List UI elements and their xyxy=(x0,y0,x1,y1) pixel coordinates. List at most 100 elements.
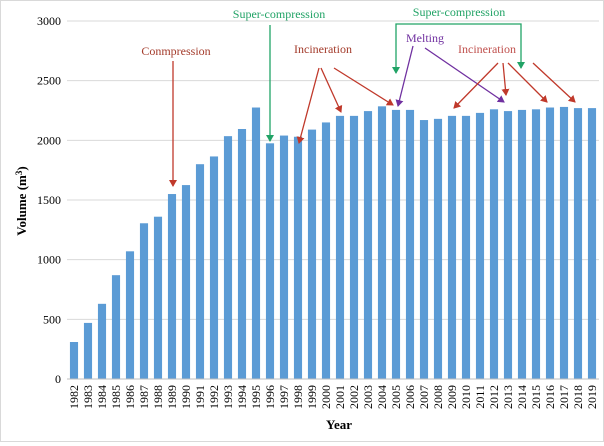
x-tick-label-1988: 1988 xyxy=(151,385,165,409)
x-tick-label-1992: 1992 xyxy=(207,385,221,409)
bar-2001 xyxy=(335,115,345,380)
x-tick-label-2007: 2007 xyxy=(417,385,431,409)
bar-2004 xyxy=(377,106,387,379)
annotation-arrows xyxy=(169,23,576,187)
x-axis-title: Year xyxy=(326,417,352,432)
x-tick-label-1996: 1996 xyxy=(263,385,277,409)
y-tick-label-0: 0 xyxy=(55,372,61,386)
arrow-incineration-2016 xyxy=(507,62,548,103)
y-axis-title: Volume (m3) xyxy=(14,166,29,235)
bar-2009 xyxy=(447,115,457,380)
bar-1982 xyxy=(69,342,79,379)
y-tick-labels: 0 500 1000 1500 2000 2500 3000 xyxy=(37,14,61,386)
bar-1999 xyxy=(307,129,317,379)
arrow-melting-2005 xyxy=(395,45,414,107)
arrow-incineration-2005 xyxy=(333,67,394,106)
x-tick-labels: 1982 1983 1984 1985 1986 1987 1988 1989 1990 1991… xyxy=(67,385,599,409)
bar-2007 xyxy=(419,120,429,380)
x-tick-label-2005: 2005 xyxy=(389,385,403,409)
x-tick-label-2010: 2010 xyxy=(459,385,473,409)
bar-2015 xyxy=(531,109,541,379)
y-axis-title-main: Volume (m xyxy=(14,175,29,236)
bars xyxy=(69,106,597,380)
x-tick-label-2018: 2018 xyxy=(571,385,585,409)
bar-1985 xyxy=(111,275,121,379)
arrow-incineration-2013 xyxy=(501,62,510,96)
bar-2010 xyxy=(461,115,471,380)
bar-1983 xyxy=(83,322,93,379)
annotation-melting-label: Melting xyxy=(406,31,444,45)
x-tick-label-1989: 1989 xyxy=(165,385,179,409)
bar-1986 xyxy=(125,251,135,379)
bar-2013 xyxy=(503,111,513,379)
x-tick-label-2015: 2015 xyxy=(529,385,543,409)
bar-1998 xyxy=(293,136,303,379)
y-tick-label-1500: 1500 xyxy=(37,193,61,207)
bar-1990 xyxy=(181,185,191,379)
bar-2019 xyxy=(587,108,597,379)
bar-1994 xyxy=(237,128,247,379)
arrow-incineration-2018 xyxy=(532,62,576,103)
bar-1989 xyxy=(167,194,177,379)
annotation-compression-label: Conmpression xyxy=(141,44,210,58)
arrow-super-compression-2005 xyxy=(395,23,522,41)
y-tick-label-3000: 3000 xyxy=(37,14,61,28)
y-tick-label-2000: 2000 xyxy=(37,133,61,147)
x-tick-label-2000: 2000 xyxy=(319,385,333,409)
x-tick-label-1983: 1983 xyxy=(81,385,95,409)
bar-2016 xyxy=(545,107,555,380)
arrow-incineration-2009 xyxy=(453,62,499,109)
annotation-super-compression-2-label: Super-compression xyxy=(413,5,505,19)
y-axis-title-sup: 3 xyxy=(14,170,24,175)
bar-2005 xyxy=(391,109,401,380)
annotation-incineration-2-label: Incineration xyxy=(458,42,516,56)
x-tick-label-1995: 1995 xyxy=(249,385,263,409)
x-tick-label-1997: 1997 xyxy=(277,385,291,409)
y-axis-title-end: ) xyxy=(14,166,29,170)
x-tick-label-2011: 2011 xyxy=(473,385,487,409)
x-tick-label-2009: 2009 xyxy=(445,385,459,409)
bar-2011 xyxy=(475,112,485,380)
y-tick-label-500: 500 xyxy=(43,312,61,326)
bar-2014 xyxy=(517,109,527,380)
x-tick-label-2019: 2019 xyxy=(585,385,599,409)
x-tick-label-2002: 2002 xyxy=(347,385,361,409)
x-tick-label-2008: 2008 xyxy=(431,385,445,409)
x-tick-label-1987: 1987 xyxy=(137,385,151,409)
bar-1987 xyxy=(139,223,149,379)
bar-2003 xyxy=(363,111,373,379)
x-tick-label-2012: 2012 xyxy=(487,385,501,409)
bar-2017 xyxy=(559,106,569,380)
bar-1984 xyxy=(97,303,107,379)
x-tick-label-1985: 1985 xyxy=(109,385,123,409)
arrow-melting-2013 xyxy=(424,47,505,103)
bar-2006 xyxy=(405,109,415,380)
bar-1993 xyxy=(223,136,233,379)
arrow-incineration-1998 xyxy=(296,67,320,144)
x-tick-label-1984: 1984 xyxy=(95,385,109,409)
y-tick-label-2500: 2500 xyxy=(37,74,61,88)
bar-2008 xyxy=(433,118,443,379)
x-tick-label-1986: 1986 xyxy=(123,385,137,409)
x-tick-label-2016: 2016 xyxy=(543,385,557,409)
x-tick-label-1991: 1991 xyxy=(193,385,207,409)
bar-2018 xyxy=(573,108,583,379)
arrow-incineration-2001 xyxy=(320,67,343,113)
bar-1992 xyxy=(209,156,219,379)
x-tick-label-2017: 2017 xyxy=(557,385,571,409)
x-tick-label-2001: 2001 xyxy=(333,385,347,409)
bar-1996 xyxy=(265,143,275,379)
x-tick-label-1982: 1982 xyxy=(67,385,81,409)
bar-1988 xyxy=(153,216,163,379)
bar-2000 xyxy=(321,122,331,379)
y-tick-label-1000: 1000 xyxy=(37,253,61,267)
x-tick-label-1998: 1998 xyxy=(291,385,305,409)
annotation-incineration-1-label: Incineration xyxy=(294,42,352,56)
x-tick-label-1999: 1999 xyxy=(305,385,319,409)
bar-2012 xyxy=(489,109,499,379)
annotation-super-compression-1-label: Super-compression xyxy=(233,7,325,21)
x-tick-label-1993: 1993 xyxy=(221,385,235,409)
x-tick-label-1990: 1990 xyxy=(179,385,193,409)
